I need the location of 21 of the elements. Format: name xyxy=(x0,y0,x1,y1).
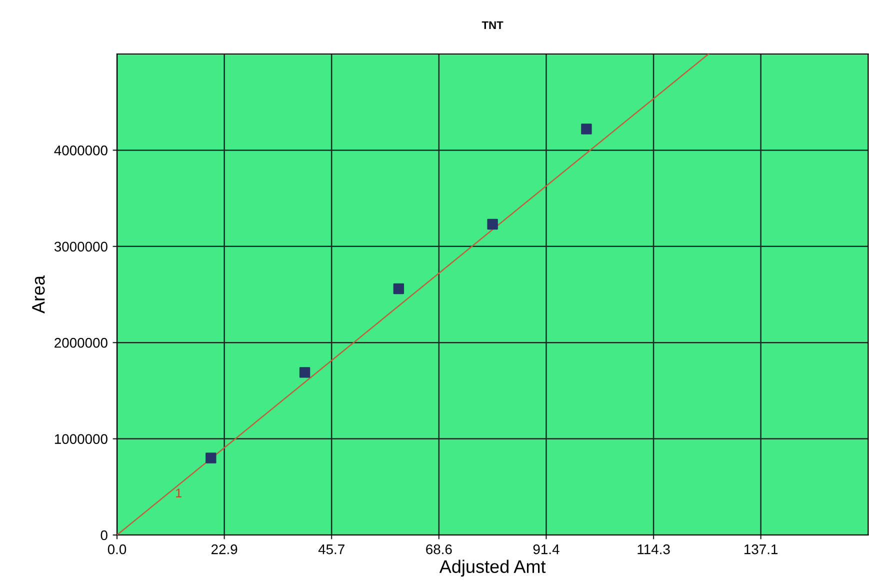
chart-title: TNT xyxy=(482,21,504,29)
point xyxy=(581,124,592,134)
x-tick-label: 114.3 xyxy=(638,544,670,554)
y-tick-label: 0 xyxy=(100,530,108,540)
y-axis-title: Area xyxy=(32,275,45,314)
x-tick-label: 0.0 xyxy=(108,544,126,554)
x-axis-title: Adjusted Amt xyxy=(439,560,546,577)
x-tick-label: 68.6 xyxy=(426,544,452,554)
annotation: 1 xyxy=(176,488,182,498)
x-tick-label: 45.7 xyxy=(318,544,344,554)
point xyxy=(487,218,498,230)
point xyxy=(393,283,404,294)
y-tick-label: 1000000 xyxy=(54,434,108,444)
x-tick-label: 91.4 xyxy=(533,544,560,554)
y-tick-label: 4000000 xyxy=(54,146,108,156)
y-tick-label: 2000000 xyxy=(54,338,108,348)
y-tick-label: 3000000 xyxy=(54,242,108,252)
point xyxy=(299,367,310,378)
point xyxy=(206,452,216,464)
x-tick-label: 22.9 xyxy=(212,544,238,554)
x-tick-label: 137.1 xyxy=(744,544,778,554)
